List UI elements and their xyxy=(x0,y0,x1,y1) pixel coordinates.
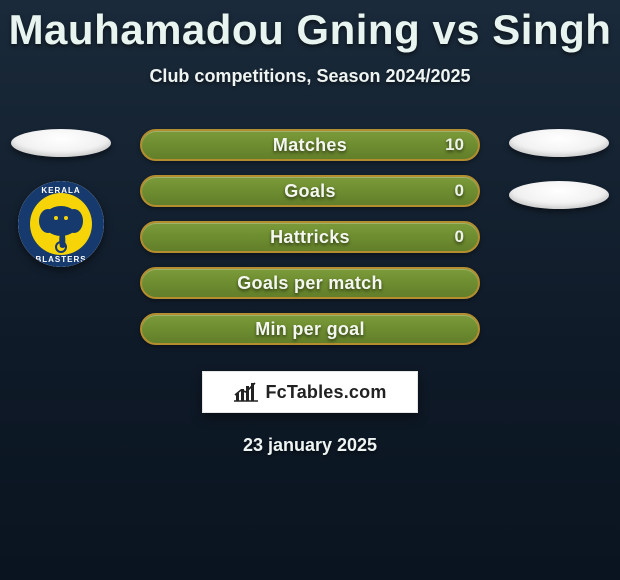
stat-label: Goals per match xyxy=(237,273,383,294)
brand-text: FcTables.com xyxy=(265,382,386,403)
left-player-column: KERALA BLASTERS xyxy=(6,129,116,267)
badge-top-text: KERALA xyxy=(41,186,80,195)
brand-box[interactable]: FcTables.com xyxy=(202,371,418,413)
stat-label: Hattricks xyxy=(270,227,350,248)
footer-date: 23 january 2025 xyxy=(0,435,620,456)
club-badge-left: KERALA BLASTERS xyxy=(18,181,104,267)
bar-chart-icon xyxy=(233,381,261,403)
stat-row-hattricks: Hattricks 0 xyxy=(140,221,480,253)
stat-label: Goals xyxy=(284,181,336,202)
stat-label: Min per goal xyxy=(255,319,365,340)
comparison-card: Mauhamadou Gning vs Singh Club competiti… xyxy=(0,0,620,580)
club-badge-svg: KERALA BLASTERS xyxy=(18,181,104,267)
stat-label: Matches xyxy=(273,135,347,156)
club-badge-placeholder-right xyxy=(509,181,609,209)
player-photo-placeholder-left xyxy=(11,129,111,157)
right-player-column xyxy=(504,129,614,209)
stat-row-min-per-goal: Min per goal xyxy=(140,313,480,345)
page-subtitle: Club competitions, Season 2024/2025 xyxy=(0,66,620,87)
stat-value-right: 10 xyxy=(445,135,464,155)
stat-rows: Matches 10 Goals 0 Hattricks 0 Goals per… xyxy=(140,129,480,359)
stats-area: KERALA BLASTERS xyxy=(0,129,620,359)
page-title: Mauhamadou Gning vs Singh xyxy=(0,0,620,54)
stat-row-matches: Matches 10 xyxy=(140,129,480,161)
stat-value-right: 0 xyxy=(455,181,464,201)
stat-value-right: 0 xyxy=(455,227,464,247)
stat-row-goals: Goals 0 xyxy=(140,175,480,207)
badge-bottom-text: BLASTERS xyxy=(35,255,86,264)
player-photo-placeholder-right xyxy=(509,129,609,157)
stat-row-goals-per-match: Goals per match xyxy=(140,267,480,299)
